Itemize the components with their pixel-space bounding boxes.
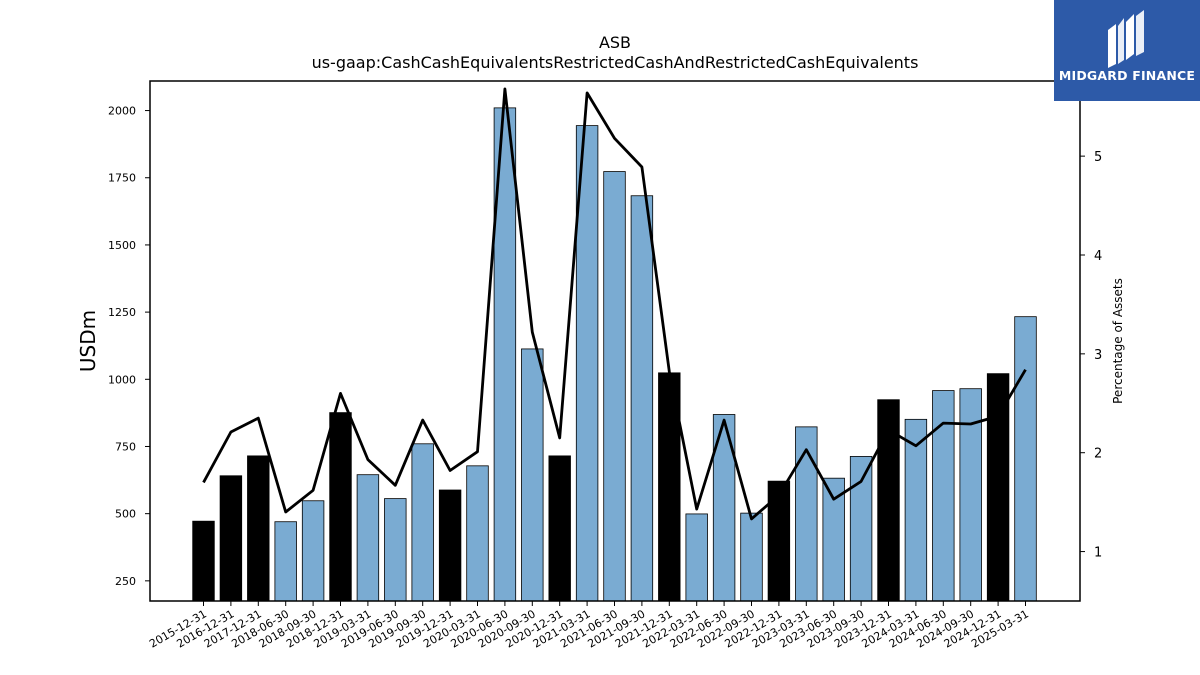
logo-text: MIDGARD FINANCE bbox=[1058, 68, 1196, 83]
y2-axis-label: Percentage of Assets bbox=[1111, 278, 1125, 404]
bar-2024-12-31 bbox=[986, 373, 1010, 602]
y-tick-label: 2000 bbox=[108, 105, 136, 118]
y2-tick-label: 3 bbox=[1094, 348, 1102, 363]
logo-mark-icon bbox=[1108, 10, 1144, 68]
y-axis-label: USDm bbox=[76, 310, 100, 372]
bar-2016-12-31 bbox=[219, 475, 243, 602]
bar-2021-06-30 bbox=[603, 171, 626, 602]
bar-2020-12-31 bbox=[548, 455, 571, 602]
bar-2020-03-31 bbox=[466, 465, 489, 602]
y2-tick-label: 1 bbox=[1094, 546, 1102, 561]
bar-2015-12-31 bbox=[192, 520, 215, 602]
y2-tick-label: 5 bbox=[1094, 150, 1102, 165]
bar-2021-09-30 bbox=[630, 195, 654, 602]
chart-title: ASB bbox=[599, 33, 631, 52]
bar-2018-09-30 bbox=[301, 500, 325, 602]
bar-2023-03-31 bbox=[795, 426, 818, 602]
bar-2020-09-30 bbox=[521, 348, 544, 602]
bar-2019-03-31 bbox=[356, 474, 380, 602]
y2-tick-label: 2 bbox=[1094, 447, 1102, 462]
y-tick-label: 1000 bbox=[108, 373, 136, 386]
bar-2022-12-31 bbox=[767, 480, 791, 602]
chart-subtitle: us-gaap:CashCashEquivalentsRestrictedCas… bbox=[312, 53, 919, 72]
percentage-line bbox=[202, 87, 1027, 521]
bar-2019-06-30 bbox=[384, 498, 407, 602]
y-tick-label: 1250 bbox=[108, 306, 136, 319]
bar-2017-12-31 bbox=[247, 455, 270, 602]
y2-tick-label: 4 bbox=[1094, 249, 1102, 264]
bar-2019-12-31 bbox=[438, 489, 462, 602]
y-tick-label: 1750 bbox=[108, 172, 136, 185]
midgard-finance-logo: MIDGARD FINANCE bbox=[1054, 0, 1200, 101]
y-tick-label: 1500 bbox=[108, 239, 136, 252]
bar-2022-03-31 bbox=[685, 513, 708, 602]
bar-2018-06-30 bbox=[274, 521, 297, 602]
bar-2025-03-31 bbox=[1014, 316, 1037, 602]
line-layer bbox=[202, 87, 1027, 521]
y-tick-label: 250 bbox=[115, 575, 136, 588]
bar-2018-12-31 bbox=[329, 412, 352, 602]
bars bbox=[192, 107, 1037, 602]
bar-2023-09-30 bbox=[849, 456, 873, 602]
bar-2022-09-30 bbox=[740, 512, 763, 602]
y-tick-label: 750 bbox=[115, 440, 136, 453]
bar-2019-09-30 bbox=[411, 443, 434, 602]
y-tick-label: 500 bbox=[115, 508, 136, 521]
